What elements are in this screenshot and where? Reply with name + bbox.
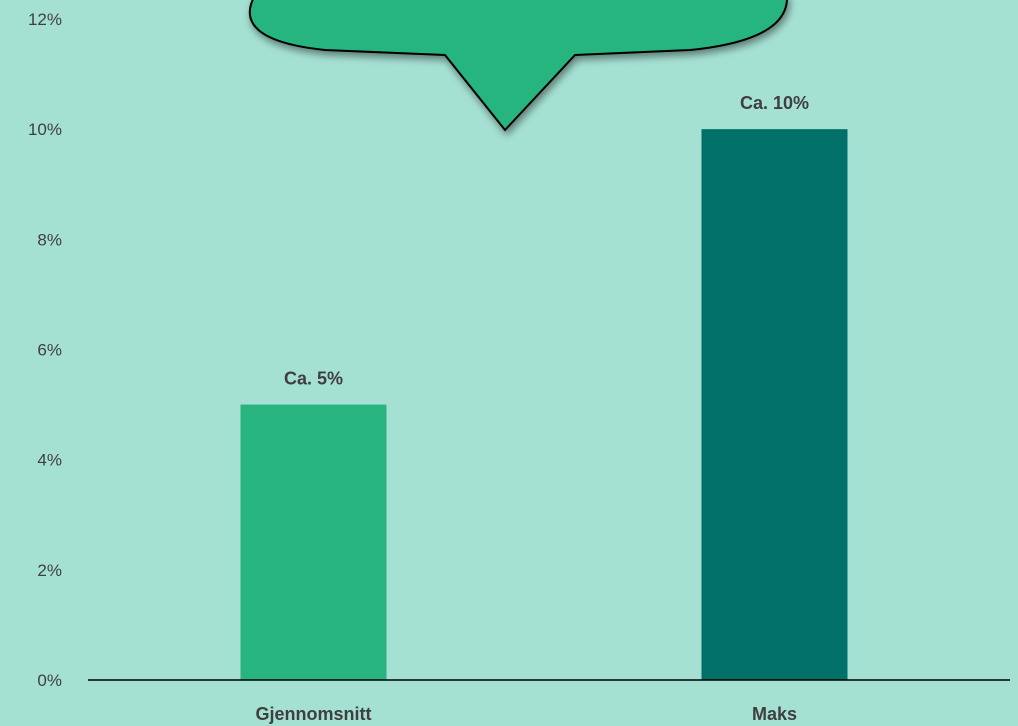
y-tick-label: 10%	[28, 120, 62, 139]
bar-maks	[701, 129, 848, 680]
y-tick-label: 0%	[37, 671, 62, 690]
y-tick-label: 2%	[37, 561, 62, 580]
category-labels: Gjennomsnitt Maks	[256, 704, 798, 724]
y-axis-ticks: 0% 2% 4% 6% 8% 10% 12%	[28, 10, 62, 690]
data-label: Ca. 5%	[284, 369, 343, 389]
y-tick-label: 6%	[37, 341, 62, 360]
bar-gjennomsnitt	[240, 404, 387, 680]
data-labels: Ca. 5% Ca. 10%	[284, 93, 809, 388]
data-label: Ca. 10%	[740, 93, 809, 113]
bars	[240, 129, 848, 680]
y-tick-label: 12%	[28, 10, 62, 29]
speech-bubble	[249, 0, 788, 132]
category-label: Maks	[752, 704, 797, 724]
category-label: Gjennomsnitt	[256, 704, 372, 724]
y-tick-label: 4%	[37, 451, 62, 470]
y-tick-label: 8%	[37, 230, 62, 249]
